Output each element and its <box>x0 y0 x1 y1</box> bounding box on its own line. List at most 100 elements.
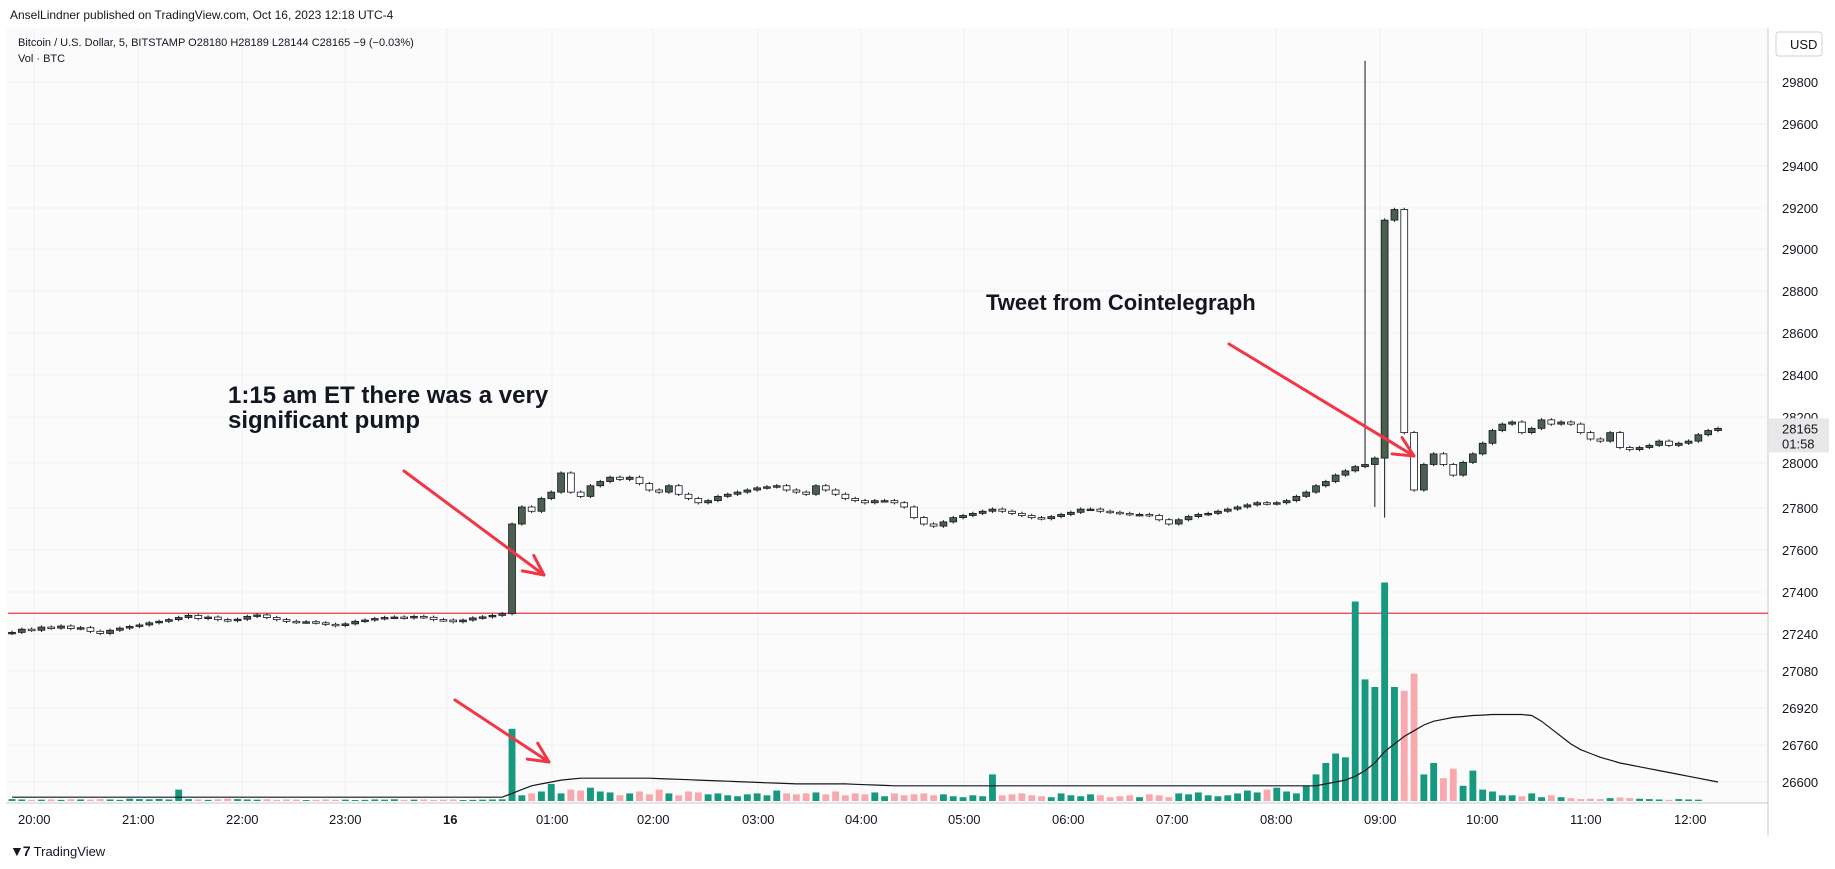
candle-body <box>57 625 65 629</box>
candle-body <box>616 476 624 480</box>
volume-bar <box>126 798 134 801</box>
volume-bar <box>1087 794 1094 801</box>
volume-bar <box>37 799 45 801</box>
volume-bar <box>1420 774 1428 801</box>
candle-body <box>694 498 703 504</box>
volume-bar <box>734 796 741 801</box>
volume-bar <box>1332 753 1340 801</box>
candle-body <box>792 489 801 493</box>
candle-body <box>1135 514 1144 517</box>
candle-body <box>1302 491 1311 497</box>
candle-body <box>1371 457 1379 465</box>
candle-body <box>1684 440 1693 444</box>
price-tick-label: 28000 <box>1782 456 1818 471</box>
candle-body <box>763 486 771 489</box>
price-tick-label: 29000 <box>1782 242 1818 257</box>
volume-bar <box>1655 799 1663 801</box>
volume-bar <box>812 792 820 801</box>
arrow-tweet-head <box>1390 436 1416 458</box>
volume-bar <box>910 794 918 801</box>
candle-body <box>272 617 281 621</box>
candle-body <box>665 485 673 493</box>
time-tick-label: 22:00 <box>226 812 259 827</box>
volume-bar <box>8 799 16 801</box>
candle-body <box>831 489 840 495</box>
candle-body <box>1410 432 1418 491</box>
publisher-credit: AnselLindner published on TradingView.co… <box>10 8 394 22</box>
price-tick-label: 27080 <box>1782 664 1818 679</box>
candle-body <box>165 619 173 622</box>
annotation-pump-line1: 1:15 am ET there was a very <box>228 382 549 409</box>
volume-bar <box>1018 793 1026 801</box>
volume-bar <box>273 799 281 801</box>
volume-bar <box>253 799 261 801</box>
candle-body <box>17 628 26 633</box>
arrow-volume-head <box>525 741 551 764</box>
volume-bar <box>479 799 487 801</box>
volume-bar <box>1253 792 1261 801</box>
volume-bar <box>165 799 173 801</box>
volume-bar <box>67 799 75 801</box>
volume-bar <box>1528 793 1536 801</box>
volume-bar <box>1351 601 1359 801</box>
candle-body <box>429 616 438 621</box>
candle-body <box>684 493 693 499</box>
volume-bar <box>1028 795 1036 801</box>
volume-bar <box>714 793 722 801</box>
annotation-tweet: Tweet from Cointelegraph <box>986 290 1256 315</box>
volume-bar <box>136 799 143 801</box>
candle-body <box>233 618 242 622</box>
volume-bar <box>1185 794 1192 801</box>
volume-bar <box>900 795 908 801</box>
candle-body <box>1292 495 1301 502</box>
volume-bar <box>1577 799 1585 801</box>
candle-body <box>478 616 487 619</box>
volume-bar <box>1538 797 1545 801</box>
volume-bar <box>587 787 594 801</box>
candle-body <box>1606 432 1614 442</box>
volume-bar <box>263 799 271 801</box>
volume-bar <box>998 795 1006 801</box>
volume-bar <box>1371 687 1379 801</box>
candle-body <box>1341 470 1350 476</box>
volume-bar <box>1469 770 1477 801</box>
price-tick-label: 27600 <box>1782 543 1818 558</box>
candle-body <box>1125 512 1134 516</box>
candle-body <box>1086 508 1095 512</box>
candle-body <box>1498 423 1507 431</box>
volume-bar <box>1243 790 1251 801</box>
price-tick-label: 29800 <box>1782 75 1818 90</box>
price-tick-label: 28800 <box>1782 284 1818 299</box>
volume-bar <box>292 799 300 801</box>
chart-frame[interactable]: 29800 29600 29400 29200 29000 28800 28600 28400… <box>6 28 1830 836</box>
volume-bar <box>332 799 339 801</box>
volume-bar <box>1547 795 1555 801</box>
currency-button-label[interactable]: USD <box>1790 37 1817 52</box>
candle-body <box>998 508 1007 512</box>
volume-bar <box>194 799 202 801</box>
volume-bar <box>685 791 692 801</box>
volume-bar <box>1449 768 1457 801</box>
volume-bar <box>488 799 496 801</box>
candle-body <box>939 521 948 527</box>
candle-body <box>1282 500 1291 504</box>
candle-body <box>400 616 409 619</box>
arrow-pump-head <box>520 554 546 577</box>
volume-bar <box>1440 778 1447 801</box>
volume-bar <box>175 789 183 801</box>
volume-bar <box>410 799 418 801</box>
price-tick-label: 26920 <box>1782 701 1818 716</box>
candle-body <box>96 630 105 634</box>
volume-bar <box>400 799 408 801</box>
candle-body <box>537 498 546 512</box>
volume-bar <box>420 799 428 801</box>
candlestick-chart[interactable]: 29800 29600 29400 29200 29000 28800 28600 28400… <box>6 28 1830 836</box>
candle-body <box>1714 427 1722 431</box>
candle-body <box>861 500 869 504</box>
last-price-label: 28165 <box>1782 421 1818 436</box>
tradingview-logo-text: TradingView <box>33 843 106 859</box>
volume-bar <box>1675 799 1683 801</box>
candle-body <box>449 619 458 623</box>
candle-body <box>655 489 663 493</box>
volume-bar <box>1430 763 1438 801</box>
